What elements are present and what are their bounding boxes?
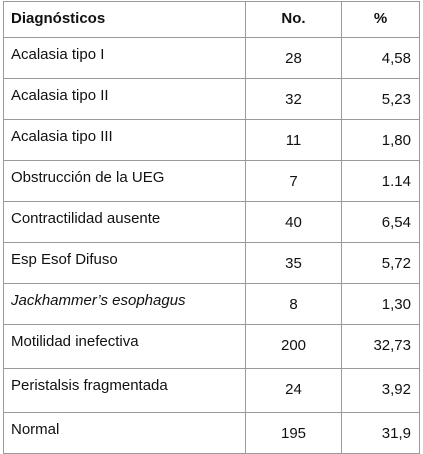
cell-count: 40 [245,201,342,243]
table-row: Esp Esof Difuso 35 5,72 [3,242,420,284]
cell-percent: 32,73 [341,324,420,369]
diagnosis-table-container: Diagnósticos No. % Acalasia tipo I 28 4,… [3,1,420,454]
cell-diagnosis: Peristalsis fragmentada [3,368,246,413]
cell-count: 200 [245,324,342,369]
cell-percent: 1,80 [341,119,420,161]
header-no: No. [245,1,342,38]
cell-diagnosis: Acalasia tipo II [3,78,246,120]
cell-percent: 1,30 [341,283,420,325]
cell-count: 32 [245,78,342,120]
header-percent: % [341,1,420,38]
table-row: Jackhammer’s esophagus 8 1,30 [3,283,420,325]
cell-diagnosis: Jackhammer’s esophagus [3,283,246,325]
cell-percent: 5,23 [341,78,420,120]
header-diagnosticos: Diagnósticos [3,1,246,38]
cell-diagnosis: Acalasia tipo I [3,37,246,79]
cell-count: 8 [245,283,342,325]
cell-count: 11 [245,119,342,161]
table-row: Acalasia tipo I 28 4,58 [3,37,420,79]
cell-percent: 1.14 [341,160,420,202]
cell-diagnosis: Obstrucción de la UEG [3,160,246,202]
cell-count: 35 [245,242,342,284]
cell-diagnosis: Esp Esof Difuso [3,242,246,284]
cell-percent: 5,72 [341,242,420,284]
cell-count: 28 [245,37,342,79]
cell-percent: 31,9 [341,412,420,454]
table-row: Peristalsis fragmentada 24 3,92 [3,368,420,413]
diagnosis-table: Diagnósticos No. % Acalasia tipo I 28 4,… [3,1,420,454]
cell-diagnosis: Contractilidad ausente [3,201,246,243]
cell-percent: 4,58 [341,37,420,79]
table-row: Acalasia tipo II 32 5,23 [3,78,420,120]
table-row: Motilidad inefectiva 200 32,73 [3,324,420,369]
cell-count: 24 [245,368,342,413]
cell-diagnosis: Motilidad inefectiva [3,324,246,369]
table-row: Contractilidad ausente 40 6,54 [3,201,420,243]
table-header-row: Diagnósticos No. % [3,1,420,38]
table-row: Obstrucción de la UEG 7 1.14 [3,160,420,202]
cell-count: 195 [245,412,342,454]
table-row: Normal 195 31,9 [3,412,420,454]
cell-percent: 6,54 [341,201,420,243]
cell-percent: 3,92 [341,368,420,413]
cell-diagnosis: Acalasia tipo III [3,119,246,161]
cell-count: 7 [245,160,342,202]
table-row: Acalasia tipo III 11 1,80 [3,119,420,161]
cell-diagnosis: Normal [3,412,246,454]
